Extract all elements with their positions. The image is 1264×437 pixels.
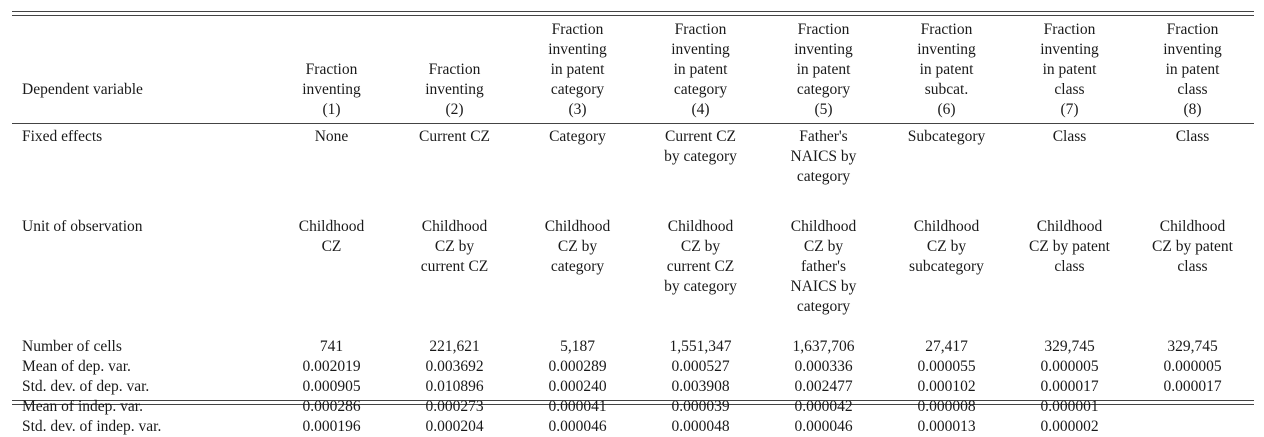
cell: Class <box>1052 128 1087 145</box>
top-rule <box>12 11 1254 12</box>
cell <box>1131 417 1254 437</box>
cell: 1,637,706 <box>792 338 855 355</box>
cell: Childhood CZ <box>298 218 365 255</box>
cell: 0.010896 <box>425 378 484 395</box>
cell: Childhood CZ by current CZ <box>420 218 489 275</box>
cell: Childhood CZ by patent class <box>1029 218 1110 275</box>
column-header: Fraction inventing in patent subcat. (6) <box>917 21 976 118</box>
header-rule <box>12 123 1254 124</box>
cell: 0.000055 <box>917 358 976 375</box>
cell: Category <box>549 128 606 145</box>
column-header: Fraction inventing in patent class (7) <box>1040 21 1099 118</box>
cell: 0.000046 <box>548 418 607 435</box>
cell: 5,187 <box>560 338 595 355</box>
table-row: Unit of observation Childhood CZ Childho… <box>12 217 1254 337</box>
column-header: Fraction inventing in patent class (8) <box>1163 21 1222 118</box>
cell: Subcategory <box>907 128 986 145</box>
bottom-rule-inner <box>12 404 1254 405</box>
cell: Father's NAICS by category <box>790 128 857 185</box>
table-row: Fixed effects None Current CZ Category C… <box>12 122 1254 217</box>
cell: Current CZ <box>418 128 491 145</box>
bottom-rule <box>12 400 1254 401</box>
cell: 0.000013 <box>917 418 976 435</box>
cell: Childhood CZ by patent class <box>1152 218 1233 275</box>
cell: 0.000002 <box>1040 418 1099 435</box>
table-row: Std. dev. of indep. var. 0.000196 0.0002… <box>12 417 1254 437</box>
cell: 0.003908 <box>671 378 730 395</box>
cell: Class <box>1175 128 1210 145</box>
cell: 0.000196 <box>302 418 361 435</box>
cell: 221,621 <box>429 338 480 355</box>
cell: 1,551,347 <box>669 338 732 355</box>
cell: 27,417 <box>925 338 968 355</box>
cell <box>1131 397 1254 417</box>
cell: 0.002019 <box>302 358 361 375</box>
cell: 0.000336 <box>794 358 853 375</box>
top-rule-inner <box>12 15 1254 16</box>
cell: 0.000286 <box>302 398 361 415</box>
row-label: Mean of indep. var. <box>22 398 143 415</box>
cell: 0.003692 <box>425 358 484 375</box>
cell: Childhood CZ by father's NAICS by catego… <box>790 218 857 315</box>
cell: 741 <box>319 338 344 355</box>
cell: 0.000039 <box>671 398 730 415</box>
table-row: Mean of dep. var. 0.002019 0.003692 0.00… <box>12 357 1254 377</box>
row-label: Std. dev. of dep. var. <box>22 378 150 395</box>
table-row: Mean of indep. var. 0.000286 0.000273 0.… <box>12 397 1254 417</box>
row-label: Unit of observation <box>22 218 143 235</box>
cell: 0.000008 <box>917 398 976 415</box>
cell: 0.000102 <box>917 378 976 395</box>
dependent-variable-label: Dependent variable <box>22 81 143 98</box>
column-header: Fraction inventing in patent category (3… <box>548 21 607 118</box>
cell: 0.000041 <box>548 398 607 415</box>
cell: 0.000289 <box>548 358 607 375</box>
column-header: Fraction inventing in patent category (4… <box>671 21 730 118</box>
cell: 0.000905 <box>302 378 361 395</box>
cell: 0.000042 <box>794 398 853 415</box>
cell: 0.000273 <box>425 398 484 415</box>
cell: Current CZ by category <box>664 128 737 165</box>
cell: Childhood CZ by subcategory <box>909 218 984 275</box>
row-label: Std. dev. of indep. var. <box>22 418 162 435</box>
header-row: Dependent variable Fraction inventing (1… <box>12 20 1254 122</box>
cell: 0.000005 <box>1040 358 1099 375</box>
cell: 0.000017 <box>1040 378 1099 395</box>
table-row: Std. dev. of dep. var. 0.000905 0.010896… <box>12 377 1254 397</box>
row-label: Mean of dep. var. <box>22 358 131 375</box>
cell: Childhood CZ by category <box>544 218 611 275</box>
cell: 329,745 <box>1044 338 1095 355</box>
cell: 0.000240 <box>548 378 607 395</box>
column-header: Fraction inventing in patent category (5… <box>794 21 853 118</box>
cell: 0.000204 <box>425 418 484 435</box>
cell: 0.000527 <box>671 358 730 375</box>
row-label: Fixed effects <box>22 128 103 145</box>
cell: None <box>314 128 349 145</box>
cell: 0.000048 <box>671 418 730 435</box>
cell: 0.000001 <box>1040 398 1099 415</box>
cell: 0.000017 <box>1163 378 1222 395</box>
column-header: Fraction inventing (2) <box>425 61 484 118</box>
cell: 0.000046 <box>794 418 853 435</box>
summary-table: Dependent variable Fraction inventing (1… <box>12 20 1254 437</box>
cell: 0.000005 <box>1163 358 1222 375</box>
row-label: Number of cells <box>22 338 122 355</box>
table-row: Number of cells 741 221,621 5,187 1,551,… <box>12 337 1254 357</box>
cell: Childhood CZ by current CZ by category <box>664 218 737 295</box>
cell: 329,745 <box>1167 338 1218 355</box>
cell: 0.002477 <box>794 378 853 395</box>
column-header: Fraction inventing (1) <box>302 61 361 118</box>
